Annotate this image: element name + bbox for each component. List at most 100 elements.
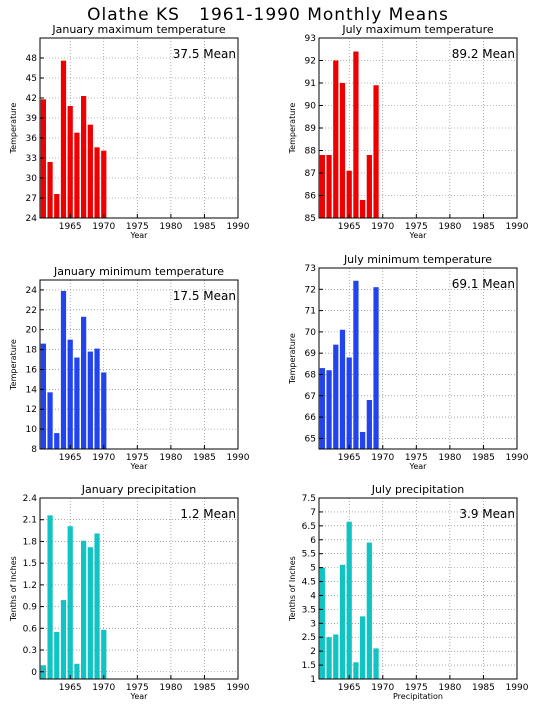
y-tick-label: 16 bbox=[26, 365, 38, 375]
bar-1967 bbox=[81, 540, 87, 679]
y-tick-label: 39 bbox=[26, 114, 38, 124]
x-tick-label: 1980 bbox=[438, 453, 461, 463]
x-tick-label: 1990 bbox=[506, 683, 529, 693]
y-tick-label: 8 bbox=[31, 445, 37, 455]
y-tick-label: 0 bbox=[31, 668, 37, 678]
x-tick-label: 1990 bbox=[227, 683, 250, 693]
x-tick-label: 1965 bbox=[59, 453, 82, 463]
y-tick-label: 1.5 bbox=[23, 559, 37, 569]
plot-frame bbox=[318, 497, 518, 680]
bar-1965 bbox=[67, 526, 73, 679]
chart-title: January precipitation bbox=[81, 483, 197, 496]
y-tick-label: 24 bbox=[26, 286, 38, 296]
bar-1964 bbox=[339, 564, 346, 679]
chart-title: January maximum temperature bbox=[51, 23, 225, 36]
x-tick-label: 1965 bbox=[338, 222, 361, 232]
y-axis-label: Tenths of Inches bbox=[288, 556, 297, 622]
y-axis-label: Temperature bbox=[288, 333, 297, 385]
x-tick-label: 1975 bbox=[126, 222, 149, 232]
x-tick-label: 1970 bbox=[371, 222, 394, 232]
x-tick-label: 1965 bbox=[338, 683, 361, 693]
y-tick-label: 20 bbox=[26, 326, 38, 336]
y-tick-label: 5.5 bbox=[302, 550, 316, 560]
bar-1965 bbox=[346, 521, 352, 679]
x-tick-label: 1965 bbox=[338, 453, 361, 463]
bar-1968 bbox=[366, 542, 372, 679]
mean-label: 69.1 Mean bbox=[452, 277, 515, 291]
bar-1962 bbox=[47, 515, 53, 679]
y-tick-label: 86 bbox=[305, 192, 317, 202]
y-axis-label: Temperature bbox=[9, 339, 18, 391]
page-title: Olathe KS 1961-1990 Monthly Means bbox=[87, 5, 449, 25]
bar-1965 bbox=[346, 170, 352, 218]
mean-label: 37.5 Mean bbox=[173, 47, 236, 61]
mean-label: 1.2 Mean bbox=[180, 507, 236, 521]
y-tick-label: 68 bbox=[305, 370, 317, 380]
x-tick-label: 1980 bbox=[159, 453, 182, 463]
bar-1962 bbox=[47, 162, 53, 218]
bar-1967 bbox=[360, 431, 366, 449]
chart-panel-6: 1 1.5 2 2.5 3 3.5 4 4.5 5 5.5 6 6.5 7 7.5 1965 1970 1975… bbox=[288, 483, 529, 701]
bar-1964 bbox=[60, 290, 67, 449]
x-tick-label: 1980 bbox=[438, 222, 461, 232]
bar-1968 bbox=[87, 547, 93, 679]
y-tick-label: 73 bbox=[305, 264, 316, 274]
bar-1968 bbox=[87, 124, 93, 218]
y-tick-label: 22 bbox=[26, 306, 37, 316]
chart-title: January minimum temperature bbox=[53, 265, 224, 278]
y-tick-label: 0.9 bbox=[23, 603, 38, 613]
y-tick-label: 93 bbox=[305, 34, 316, 44]
bar-1964 bbox=[60, 60, 67, 218]
bar-1970 bbox=[101, 629, 107, 679]
y-tick-label: 12 bbox=[26, 405, 37, 415]
y-tick-label: 1 bbox=[310, 675, 316, 685]
chart-title: July precipitation bbox=[371, 483, 465, 496]
x-tick-label: 1985 bbox=[472, 222, 495, 232]
x-tick-label: 1975 bbox=[405, 683, 428, 693]
x-tick-label: 1985 bbox=[472, 683, 495, 693]
y-tick-label: 85 bbox=[305, 214, 316, 224]
y-tick-label: 87 bbox=[305, 169, 316, 179]
y-tick-label: 7.5 bbox=[302, 494, 316, 504]
chart-panel-1: 24 27 30 33 36 39 42 45 48 1965 1970 1975 1980 1985 19… bbox=[9, 23, 250, 240]
bar-1968 bbox=[366, 155, 372, 218]
x-tick-label: 1975 bbox=[405, 222, 428, 232]
x-axis-label: Precipitation bbox=[393, 692, 443, 701]
y-tick-label: 1.8 bbox=[23, 537, 38, 547]
plot-frame bbox=[39, 279, 239, 450]
y-tick-label: 5 bbox=[310, 564, 316, 574]
y-tick-label: 90 bbox=[305, 102, 317, 112]
chart-title: July minimum temperature bbox=[343, 253, 492, 266]
y-tick-label: 33 bbox=[26, 154, 37, 164]
plot-frame bbox=[318, 267, 518, 450]
y-tick-label: 3.5 bbox=[302, 605, 316, 615]
bar-1964 bbox=[339, 329, 346, 449]
bar-1962 bbox=[326, 637, 332, 679]
x-tick-label: 1990 bbox=[227, 453, 250, 463]
bar-1969 bbox=[94, 147, 100, 218]
y-tick-label: 14 bbox=[26, 385, 38, 395]
x-tick-label: 1990 bbox=[506, 453, 529, 463]
x-tick-label: 1980 bbox=[159, 683, 182, 693]
y-tick-label: 92 bbox=[305, 57, 316, 67]
y-tick-label: 2.1 bbox=[23, 516, 37, 526]
chart-panel-2: 85 86 87 88 89 90 91 92 93 1965 1970 1975 1980 1985 19… bbox=[288, 23, 529, 240]
x-axis-label: Year bbox=[130, 462, 149, 471]
bar-1963 bbox=[333, 344, 339, 449]
y-tick-label: 0.3 bbox=[23, 646, 37, 656]
bar-1969 bbox=[94, 533, 100, 679]
y-tick-label: 6 bbox=[310, 536, 316, 546]
bar-1962 bbox=[47, 392, 53, 449]
bar-1964 bbox=[339, 83, 346, 218]
mean-label: 3.9 Mean bbox=[459, 507, 515, 521]
x-tick-label: 1965 bbox=[59, 222, 82, 232]
y-tick-label: 88 bbox=[305, 147, 317, 157]
bar-1966 bbox=[74, 663, 80, 679]
y-tick-label: 2.5 bbox=[302, 633, 316, 643]
x-tick-label: 1985 bbox=[472, 453, 495, 463]
x-tick-label: 1985 bbox=[193, 683, 216, 693]
x-tick-label: 1970 bbox=[371, 683, 394, 693]
x-tick-label: 1975 bbox=[405, 453, 428, 463]
y-tick-label: 48 bbox=[26, 54, 38, 64]
